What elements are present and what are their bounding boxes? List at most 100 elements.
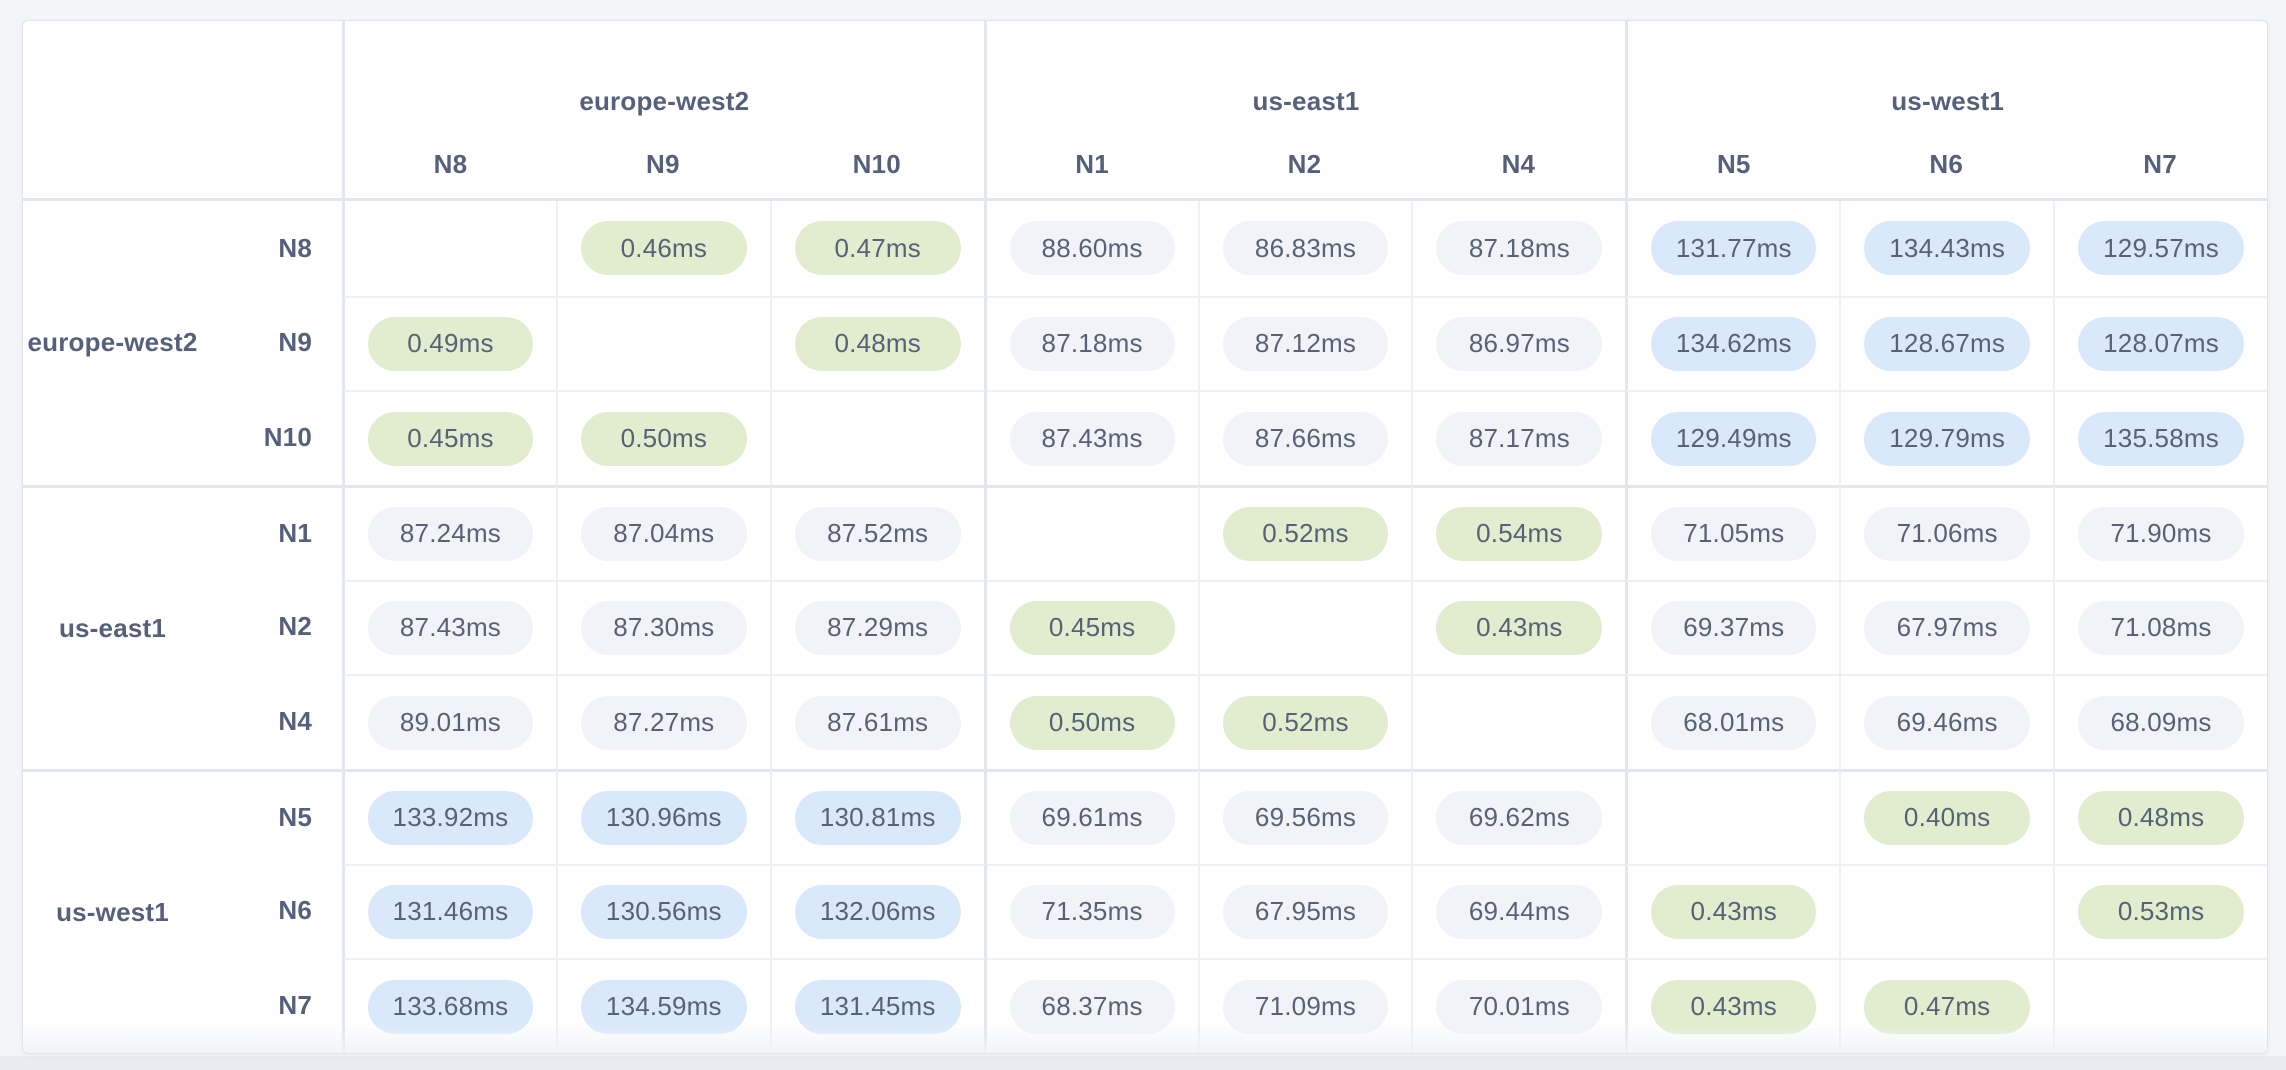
latency-cell[interactable]: 0.53ms — [2053, 863, 2267, 959]
latency-cell[interactable]: 131.77ms — [1625, 201, 1839, 296]
latency-cell[interactable]: 0.48ms — [2053, 768, 2267, 864]
latency-pill: 87.18ms — [1009, 316, 1175, 371]
latency-cell-empty — [1197, 579, 1412, 675]
latency-cell[interactable]: 134.59ms — [555, 958, 770, 1053]
latency-pill: 87.17ms — [1436, 411, 1603, 466]
latency-cell[interactable]: 0.43ms — [1625, 958, 1840, 1053]
latency-cell[interactable]: 0.45ms — [983, 579, 1198, 675]
latency-cell[interactable]: 89.01ms — [342, 674, 556, 769]
latency-pill: 128.67ms — [1864, 316, 2031, 371]
latency-cell[interactable]: 71.08ms — [2053, 579, 2267, 675]
latency-cell[interactable]: 71.35ms — [983, 863, 1198, 959]
latency-cell[interactable]: 69.44ms — [1411, 863, 1626, 959]
latency-cell[interactable]: 87.52ms — [769, 484, 984, 580]
latency-pill: 132.06ms — [794, 884, 961, 939]
latency-cell[interactable]: 129.79ms — [1839, 390, 2054, 485]
latency-cell[interactable]: 133.68ms — [342, 958, 556, 1053]
latency-cell[interactable]: 130.96ms — [555, 768, 770, 864]
latency-pill: 87.27ms — [580, 695, 747, 750]
latency-cell[interactable]: 68.01ms — [1625, 674, 1840, 769]
latency-cell[interactable]: 132.06ms — [769, 863, 984, 959]
latency-pill: 87.12ms — [1222, 316, 1389, 371]
latency-cell[interactable]: 68.37ms — [983, 958, 1198, 1053]
col-node-header: N5 — [1625, 131, 1840, 201]
latency-cell[interactable]: 87.24ms — [342, 484, 556, 580]
latency-cell[interactable]: 130.81ms — [769, 768, 984, 864]
latency-cell[interactable]: 87.12ms — [1197, 295, 1412, 391]
latency-pill: 89.01ms — [368, 695, 533, 750]
latency-cell[interactable]: 0.46ms — [555, 201, 770, 296]
latency-cell[interactable]: 0.50ms — [555, 390, 770, 485]
col-node-header: N7 — [2053, 131, 2267, 201]
latency-cell[interactable]: 131.46ms — [342, 863, 556, 959]
latency-cell[interactable]: 130.56ms — [555, 863, 770, 959]
latency-cell[interactable]: 87.66ms — [1197, 390, 1412, 485]
latency-cell[interactable]: 71.06ms — [1839, 484, 2054, 580]
latency-pill: 71.05ms — [1651, 506, 1817, 561]
col-node-header: N9 — [555, 131, 770, 201]
latency-pill: 87.24ms — [368, 506, 533, 561]
latency-cell[interactable]: 128.07ms — [2053, 295, 2267, 391]
latency-cell[interactable]: 86.97ms — [1411, 295, 1626, 391]
col-region-header: europe-west2 — [342, 21, 984, 131]
latency-pill: 87.04ms — [580, 506, 747, 561]
latency-cell[interactable]: 0.52ms — [1197, 484, 1412, 580]
latency-cell[interactable]: 87.29ms — [769, 579, 984, 675]
latency-cell[interactable]: 67.95ms — [1197, 863, 1412, 959]
latency-cell[interactable]: 69.56ms — [1197, 768, 1412, 864]
latency-cell[interactable]: 88.60ms — [983, 201, 1198, 296]
latency-cell[interactable]: 0.47ms — [769, 201, 984, 296]
latency-cell[interactable]: 87.18ms — [1411, 201, 1625, 296]
latency-cell[interactable]: 67.97ms — [1839, 579, 2054, 675]
latency-cell[interactable]: 129.57ms — [2053, 201, 2267, 296]
latency-pill: 0.45ms — [368, 411, 533, 466]
latency-cell[interactable]: 69.62ms — [1411, 768, 1626, 864]
corner-cell — [23, 21, 342, 201]
latency-matrix-grid: europe-west2 us-east1 us-west1 N8 N9 N10 N1 N2 N… — [23, 21, 2267, 1053]
latency-cell[interactable]: 131.45ms — [769, 958, 984, 1053]
latency-cell[interactable]: 0.49ms — [342, 295, 556, 391]
latency-pill: 87.43ms — [1009, 411, 1175, 466]
latency-pill: 130.56ms — [580, 884, 747, 939]
latency-cell[interactable]: 0.43ms — [1625, 863, 1840, 959]
latency-cell[interactable]: 87.61ms — [769, 674, 984, 769]
latency-cell[interactable]: 0.40ms — [1839, 768, 2054, 864]
latency-cell[interactable]: 0.52ms — [1197, 674, 1412, 769]
latency-cell[interactable]: 87.43ms — [342, 579, 556, 675]
latency-cell[interactable]: 69.46ms — [1839, 674, 2054, 769]
latency-cell[interactable]: 71.90ms — [2053, 484, 2267, 580]
latency-cell[interactable]: 133.92ms — [342, 768, 556, 864]
latency-cell[interactable]: 0.43ms — [1411, 579, 1626, 675]
latency-cell[interactable]: 87.17ms — [1411, 390, 1626, 485]
latency-pill: 0.50ms — [1009, 695, 1175, 750]
col-region-header: us-east1 — [983, 21, 1626, 131]
latency-cell[interactable]: 0.48ms — [769, 295, 984, 391]
latency-cell[interactable]: 87.27ms — [555, 674, 770, 769]
latency-pill: 134.59ms — [580, 979, 747, 1034]
latency-cell[interactable]: 86.83ms — [1197, 201, 1412, 296]
latency-cell[interactable]: 135.58ms — [2053, 390, 2267, 485]
latency-cell[interactable]: 0.47ms — [1839, 958, 2054, 1053]
latency-cell[interactable]: 71.05ms — [1625, 484, 1840, 580]
latency-pill: 71.09ms — [1222, 979, 1389, 1034]
latency-cell[interactable]: 129.49ms — [1625, 390, 1840, 485]
latency-cell[interactable]: 68.09ms — [2053, 674, 2267, 769]
latency-cell[interactable]: 87.18ms — [983, 295, 1198, 391]
latency-cell[interactable]: 128.67ms — [1839, 295, 2054, 391]
latency-cell[interactable]: 87.04ms — [555, 484, 770, 580]
latency-cell[interactable]: 0.45ms — [342, 390, 556, 485]
latency-pill: 131.46ms — [368, 884, 533, 939]
row-node-label: N7 — [278, 990, 312, 1021]
latency-cell[interactable]: 69.61ms — [983, 768, 1198, 864]
latency-cell[interactable]: 0.54ms — [1411, 484, 1626, 580]
latency-cell[interactable]: 69.37ms — [1625, 579, 1840, 675]
latency-cell[interactable]: 70.01ms — [1411, 958, 1626, 1053]
latency-cell[interactable]: 87.30ms — [555, 579, 770, 675]
latency-cell[interactable]: 71.09ms — [1197, 958, 1412, 1053]
latency-cell[interactable]: 87.43ms — [983, 390, 1198, 485]
latency-cell[interactable]: 134.62ms — [1625, 295, 1840, 391]
latency-cell[interactable]: 134.43ms — [1839, 201, 2053, 296]
latency-cell[interactable]: 0.50ms — [983, 674, 1198, 769]
latency-pill: 70.01ms — [1436, 979, 1603, 1034]
